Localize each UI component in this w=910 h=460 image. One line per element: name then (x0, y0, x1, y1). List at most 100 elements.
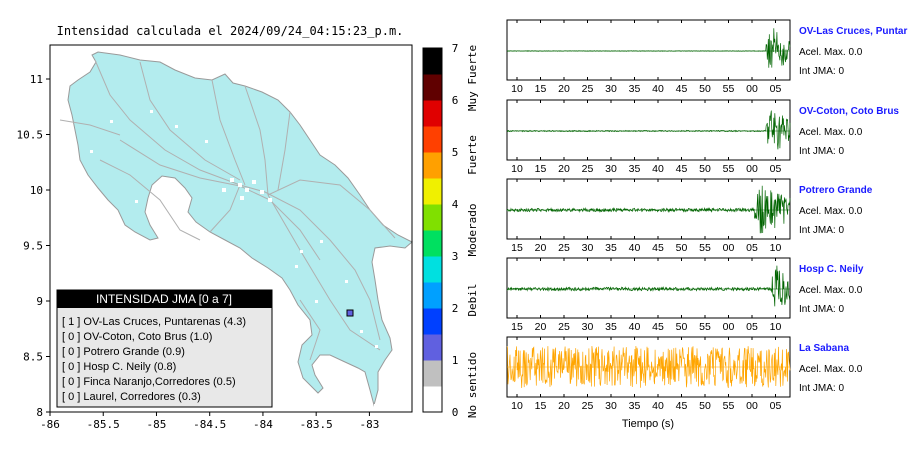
xtick-label: 45 (652, 242, 664, 254)
acel-max: Acel. Max. 0.0 (799, 127, 863, 138)
acel-max: Acel. Max. 0.0 (799, 206, 863, 217)
waveform-panel: 10 15 20 25 30 35 40 45 50 55 00 05 OV-Las Cruces, P… (506, 19, 907, 95)
xtick-label: 40 (652, 163, 664, 175)
xtick-label: 35 (629, 400, 641, 412)
x-axis-label: Tiempo (s) (622, 418, 674, 430)
xtick-label: 25 (582, 163, 594, 175)
acel-max: Acel. Max. 0.0 (799, 364, 863, 375)
colorbar-tick: 4 (452, 198, 459, 211)
map-x-axis: -86 -85.5 -85 -84.5 -84 -83.5 -83 (40, 412, 379, 431)
colorbar-segment (423, 48, 442, 75)
xtick-label: 55 (723, 83, 735, 95)
colorbar-segment (423, 74, 442, 101)
map-y-axis: 11 10.5 10 9.5 9 8.5 8 (17, 73, 50, 419)
colorbar-segment (423, 152, 442, 179)
colorbar-tick: 0 (452, 406, 459, 419)
xtick-label: 50 (699, 400, 711, 412)
waveform-trace (506, 185, 791, 234)
colorbar-segment (423, 308, 442, 335)
colorbar-tick: 6 (452, 94, 459, 107)
xtick-label: 25 (582, 400, 594, 412)
xtick-label: 35 (605, 242, 617, 254)
xtick-label: 40 (652, 400, 664, 412)
xtick-label: 20 (535, 242, 547, 254)
xtick-label: 20 (558, 83, 570, 95)
colorbar-tick: 1 (452, 354, 459, 367)
int-jma: Int JMA: 0 (799, 383, 844, 394)
xtick-label: 10 (770, 242, 782, 254)
colorbar-frame (422, 47, 443, 413)
colorbar-tick: 7 (452, 42, 459, 55)
xtick-label: 20 (535, 321, 547, 333)
map-ytick-label: 10 (30, 184, 43, 197)
xtick-label: 10 (511, 163, 523, 175)
colorbar: 0 1 2 3 4 5 6 7 No sentido Debil Moderado Fuerte Muy… (422, 42, 479, 419)
waveform-trace (506, 345, 791, 389)
xtick-label: 35 (629, 83, 641, 95)
xtick-label: 05 (746, 242, 758, 254)
xtick-label: 05 (770, 400, 782, 412)
map-xtick-label: -85.5 (87, 418, 120, 431)
xtick-label: 00 (723, 242, 735, 254)
waveform-trace (506, 28, 791, 68)
waveform-panel: 15 20 25 30 35 40 45 50 55 00 05 10 Potrero Grande Ac… (506, 178, 873, 254)
xtick-label: 40 (629, 321, 641, 333)
map-xtick-label: -84 (253, 418, 273, 431)
station-marker (346, 309, 354, 317)
waveform-trace (506, 110, 791, 150)
map-ytick-label: 9 (36, 295, 43, 308)
intensity-legend: INTENSIDAD JMA [0 a 7] [ 1 ] OV-Las Cruc… (56, 289, 273, 408)
colorbar-tick: 3 (452, 250, 459, 263)
waveform-panel: 10 15 20 25 30 35 40 45 50 55 00 05 OV-Coton, Coto B… (506, 99, 899, 175)
xtick-label: 10 (770, 321, 782, 333)
colorbar-segment (423, 360, 442, 387)
legend-title: INTENSIDAD JMA [0 a 7] (96, 292, 232, 306)
map-frame (49, 44, 413, 413)
xtick-label: 00 (746, 83, 758, 95)
map-ytick-label: 11 (30, 73, 43, 86)
colorbar-segment (423, 100, 442, 127)
station-name: Hosp C. Neily (799, 264, 864, 275)
xtick-label: 15 (535, 83, 547, 95)
int-jma: Int JMA: 0 (799, 66, 844, 77)
xtick-label: 35 (605, 321, 617, 333)
colorbar-segment (423, 204, 442, 231)
station-name: La Sabana (799, 343, 849, 354)
xtick-label: 30 (582, 321, 594, 333)
acel-max: Acel. Max. 0.0 (799, 285, 863, 296)
map-ytick-label: 9.5 (23, 240, 43, 253)
xtick-label: 40 (629, 242, 641, 254)
xtick-label: 30 (605, 400, 617, 412)
xtick-label: 25 (558, 321, 570, 333)
colorbar-category: Debil (466, 283, 479, 316)
xtick-label: 05 (770, 83, 782, 95)
xtick-label: 15 (511, 321, 523, 333)
colorbar-tick: 2 (452, 302, 459, 315)
panel-frame (506, 99, 791, 161)
xtick-label: 15 (535, 400, 547, 412)
xtick-label: 25 (582, 83, 594, 95)
colorbar-segment (423, 256, 442, 283)
colorbar-category: Fuerte (466, 135, 479, 175)
waveform-panel: 10 15 20 25 30 35 40 45 50 55 00 05 La Sabana Acel. M… (506, 336, 863, 412)
legend-item: [ 0 ] Hosp C. Neily (0.8) (62, 361, 176, 373)
xtick-label: 45 (676, 163, 688, 175)
colorbar-segment (423, 386, 442, 413)
colorbar-category: Muy Fuerte (466, 45, 479, 111)
xtick-label: 20 (558, 400, 570, 412)
int-jma: Int JMA: 0 (799, 225, 844, 236)
colorbar-segment (423, 126, 442, 153)
legend-item: [ 0 ] OV-Coton, Coto Brus (1.0) (62, 331, 212, 343)
xtick-label: 25 (558, 242, 570, 254)
xtick-label: 15 (511, 242, 523, 254)
xtick-label: 40 (652, 83, 664, 95)
colorbar-tick: 5 (452, 146, 459, 159)
xtick-label: 20 (558, 163, 570, 175)
colorbar-segment (423, 178, 442, 205)
xtick-label: 15 (535, 163, 547, 175)
waveform-trace (506, 265, 791, 307)
map-xtick-label: -86 (40, 418, 60, 431)
colorbar-category: Moderado (466, 204, 479, 257)
xtick-label: 30 (582, 242, 594, 254)
xtick-label: 50 (676, 321, 688, 333)
